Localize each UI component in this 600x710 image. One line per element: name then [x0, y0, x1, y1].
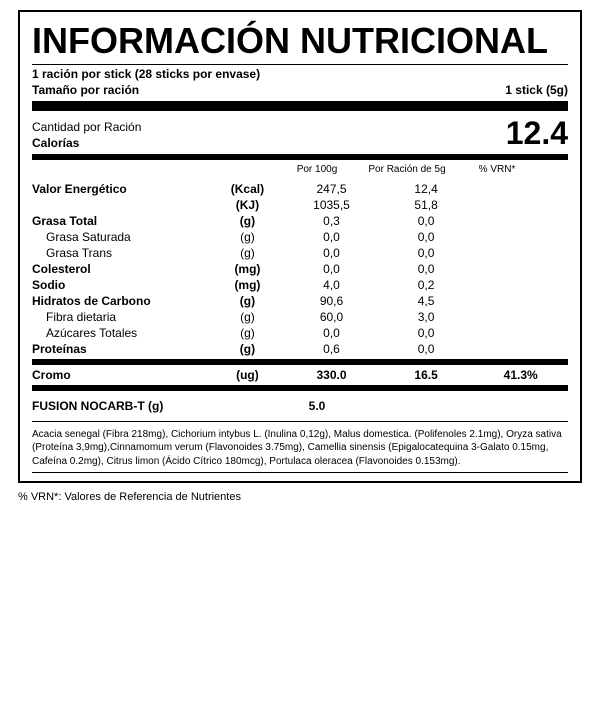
nutrient-vrn	[473, 261, 568, 277]
nutrient-vrn	[473, 181, 568, 197]
cromo-per100g: 330.0	[284, 367, 379, 383]
nutrient-perserving: 0,0	[379, 229, 474, 245]
nutrient-name: Azúcares Totales	[32, 325, 211, 341]
nutrient-vrn	[473, 277, 568, 293]
nutrient-name: Valor Energético	[32, 181, 211, 197]
nutrient-perserving: 51,8	[379, 197, 474, 213]
calories-value: 12.4	[506, 115, 568, 152]
nutrient-vrn	[473, 341, 568, 357]
divider	[32, 64, 568, 65]
nutrient-unit: (Kcal)	[211, 181, 285, 197]
nutrition-table: Valor Energético(Kcal)247,512,4(KJ)1035,…	[32, 181, 568, 357]
nutrient-per100g: 0,0	[284, 261, 379, 277]
nutrient-name: Grasa Saturada	[32, 229, 211, 245]
table-row: Sodio(mg)4,00,2	[32, 277, 568, 293]
divider-med	[32, 359, 568, 365]
nutrient-per100g: 0,6	[284, 341, 379, 357]
nutrient-per100g: 60,0	[284, 309, 379, 325]
cromo-unit: (ug)	[211, 367, 285, 383]
ingredients-text: Acacia senegal (Fibra 218mg), Cichorium …	[32, 424, 568, 471]
nutrient-per100g: 0,0	[284, 229, 379, 245]
divider-thick	[32, 101, 568, 111]
nutrient-name: Proteínas	[32, 341, 211, 357]
table-row: (KJ)1035,551,8	[32, 197, 568, 213]
nutrient-unit: (g)	[211, 213, 285, 229]
column-headers: Por 100g Por Ración de 5g % VRN*	[32, 164, 568, 175]
nutrient-per100g: 0,0	[284, 245, 379, 261]
nutrient-name: Hidratos de Carbono	[32, 293, 211, 309]
vrn-footnote: % VRN*: Valores de Referencia de Nutrien…	[18, 491, 582, 503]
nutrient-name: Grasa Total	[32, 213, 211, 229]
col-per-serving: Por Ración de 5g	[362, 164, 452, 175]
nutrient-perserving: 0,0	[379, 245, 474, 261]
nutrient-perserving: 12,4	[379, 181, 474, 197]
nutrient-name: Sodio	[32, 277, 211, 293]
nutrient-unit: (g)	[211, 309, 285, 325]
nutrient-unit: (mg)	[211, 261, 285, 277]
table-row: Proteínas(g)0,60,0	[32, 341, 568, 357]
nutrient-perserving: 0,0	[379, 325, 474, 341]
fusion-name: FUSION NOCARB-T (g)	[32, 399, 272, 413]
nutrient-per100g: 0,3	[284, 213, 379, 229]
nutrition-panel: INFORMACIÓN NUTRICIONAL 1 ración por sti…	[18, 10, 582, 483]
nutrient-unit: (g)	[211, 341, 285, 357]
nutrient-unit: (mg)	[211, 277, 285, 293]
serving-size-label: Tamaño por ración	[32, 83, 139, 97]
nutrient-unit: (g)	[211, 293, 285, 309]
divider-med	[32, 154, 568, 160]
nutrient-vrn	[473, 325, 568, 341]
nutrient-name: Grasa Trans	[32, 245, 211, 261]
nutrient-vrn	[473, 293, 568, 309]
nutrient-per100g: 247,5	[284, 181, 379, 197]
calories-row: Cantidad por Ración Calorías 12.4	[32, 115, 568, 152]
cromo-row: Cromo (ug) 330.0 16.5 41.3%	[32, 367, 568, 383]
nutrient-per100g: 4,0	[284, 277, 379, 293]
table-row: Valor Energético(Kcal)247,512,4	[32, 181, 568, 197]
table-row: Grasa Trans(g)0,00,0	[32, 245, 568, 261]
table-row: Azúcares Totales(g)0,00,0	[32, 325, 568, 341]
col-vrn: % VRN*	[452, 164, 542, 175]
nutrient-perserving: 3,0	[379, 309, 474, 325]
nutrient-name	[32, 197, 211, 213]
nutrient-unit: (g)	[211, 229, 285, 245]
nutrient-unit: (g)	[211, 325, 285, 341]
divider	[32, 421, 568, 422]
fusion-value: 5.0	[272, 399, 362, 413]
serving-line-1: 1 ración por stick (28 sticks por envase…	[32, 67, 568, 83]
nutrient-perserving: 0,0	[379, 341, 474, 357]
col-per-100g: Por 100g	[272, 164, 362, 175]
nutrient-vrn	[473, 229, 568, 245]
nutrient-name: Fibra dietaria	[32, 309, 211, 325]
nutrient-unit: (g)	[211, 245, 285, 261]
calories-label: Calorías	[32, 136, 141, 152]
cromo-name: Cromo	[32, 367, 211, 383]
table-row: Grasa Saturada(g)0,00,0	[32, 229, 568, 245]
panel-title: INFORMACIÓN NUTRICIONAL	[32, 20, 568, 62]
table-row: Hidratos de Carbono(g)90,64,5	[32, 293, 568, 309]
nutrient-unit: (KJ)	[211, 197, 285, 213]
nutrient-perserving: 0,0	[379, 261, 474, 277]
cromo-perserving: 16.5	[379, 367, 474, 383]
cromo-vrn: 41.3%	[473, 367, 568, 383]
amount-per-serving-label: Cantidad por Ración	[32, 120, 141, 136]
nutrient-perserving: 0,0	[379, 213, 474, 229]
nutrient-name: Colesterol	[32, 261, 211, 277]
nutrient-perserving: 0,2	[379, 277, 474, 293]
serving-line-2: Tamaño por ración 1 stick (5g)	[32, 83, 568, 97]
fusion-row: FUSION NOCARB-T (g) 5.0	[32, 393, 568, 419]
nutrient-per100g: 1035,5	[284, 197, 379, 213]
nutrient-vrn	[473, 213, 568, 229]
nutrient-vrn	[473, 245, 568, 261]
serving-size-value: 1 stick (5g)	[505, 83, 568, 97]
table-row: Grasa Total(g)0,30,0	[32, 213, 568, 229]
table-row: Fibra dietaria(g)60,03,0	[32, 309, 568, 325]
divider-med	[32, 385, 568, 391]
nutrient-vrn	[473, 197, 568, 213]
divider	[32, 472, 568, 473]
nutrient-per100g: 90,6	[284, 293, 379, 309]
nutrient-perserving: 4,5	[379, 293, 474, 309]
table-row: Colesterol(mg)0,00,0	[32, 261, 568, 277]
nutrient-per100g: 0,0	[284, 325, 379, 341]
nutrient-vrn	[473, 309, 568, 325]
